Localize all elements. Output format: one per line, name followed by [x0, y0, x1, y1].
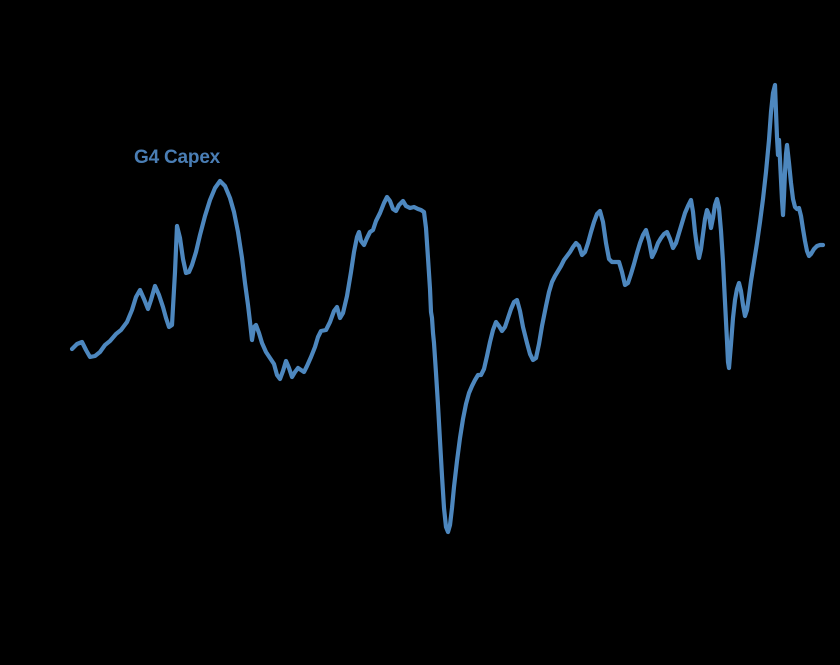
series-label-g4-capex: G4 Capex	[134, 147, 221, 168]
series-line-g4-capex	[69, 82, 826, 535]
